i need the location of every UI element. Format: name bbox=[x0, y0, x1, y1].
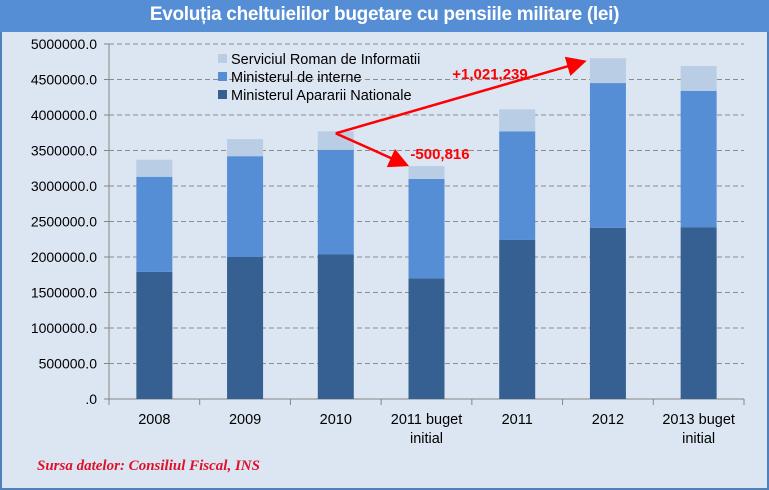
y-tick-label: 1000000.0 bbox=[31, 320, 97, 336]
x-tick-label: 2009 bbox=[229, 412, 261, 428]
annotation-arrow bbox=[335, 56, 587, 135]
legend-label: Ministerul de interne bbox=[231, 70, 362, 86]
x-tick-label: 2011 bbox=[502, 412, 533, 428]
y-tick-label: 1500000.0 bbox=[31, 285, 97, 301]
x-tick-label: initial bbox=[410, 431, 443, 447]
source-note: Sursa datelor: Consiliul Fiscal, INS bbox=[37, 458, 260, 474]
annotation-arrow bbox=[335, 132, 410, 168]
bar-segment bbox=[680, 66, 717, 91]
x-tick-label: 2011 buget bbox=[391, 412, 463, 428]
bar-segment bbox=[136, 176, 173, 272]
bar-segment bbox=[499, 239, 536, 399]
legend-swatch bbox=[218, 90, 227, 99]
legend-label: Ministerul Apararii Nationale bbox=[231, 88, 412, 104]
legend-swatch bbox=[218, 72, 227, 81]
y-tick-label: 500000.0 bbox=[39, 356, 98, 372]
y-tick-label: 2500000.0 bbox=[31, 214, 97, 230]
bar-segment bbox=[227, 139, 264, 157]
bar-segment bbox=[680, 227, 717, 399]
bar-segment bbox=[589, 227, 626, 399]
bar-segment bbox=[227, 156, 264, 257]
x-tick-label: initial bbox=[682, 431, 715, 447]
annotation-label: -500,816 bbox=[410, 146, 469, 163]
title-bar bbox=[0, 0, 769, 32]
bar-segment bbox=[408, 278, 445, 399]
x-tick-label: 2010 bbox=[320, 412, 352, 428]
y-tick-label: .0 bbox=[85, 391, 97, 407]
bar-segment bbox=[589, 58, 626, 84]
bar-segment bbox=[680, 90, 717, 228]
bar-segment bbox=[317, 131, 354, 150]
y-tick-label: 5000000.0 bbox=[31, 36, 97, 52]
bar-segment bbox=[499, 109, 536, 132]
y-tick-label: 3500000.0 bbox=[31, 143, 97, 159]
bar-segment bbox=[136, 159, 173, 177]
bar-segment bbox=[408, 178, 445, 279]
legend-swatch bbox=[218, 54, 227, 63]
annotation-label: +1,021,239 bbox=[452, 66, 528, 83]
y-tick-label: 4000000.0 bbox=[31, 107, 97, 123]
legend-label: Serviciul Roman de Informatii bbox=[231, 52, 420, 68]
bar-segment bbox=[499, 131, 536, 240]
bar-segment bbox=[589, 83, 626, 228]
bar-segment bbox=[136, 271, 173, 399]
x-tick-label: 2013 buget bbox=[662, 412, 735, 428]
x-tick-label: 2008 bbox=[138, 412, 170, 428]
bar-segment bbox=[317, 149, 354, 255]
y-tick-label: 2000000.0 bbox=[31, 249, 97, 265]
x-tick-label: 2012 bbox=[592, 412, 624, 428]
y-tick-label: 4500000.0 bbox=[31, 72, 97, 88]
chart-title: Evoluția cheltuielilor bugetare cu pensi… bbox=[149, 4, 620, 25]
bar-segment bbox=[317, 254, 354, 399]
bar-segment bbox=[408, 166, 445, 179]
bar-segment bbox=[227, 257, 264, 399]
y-tick-label: 3000000.0 bbox=[31, 178, 97, 194]
